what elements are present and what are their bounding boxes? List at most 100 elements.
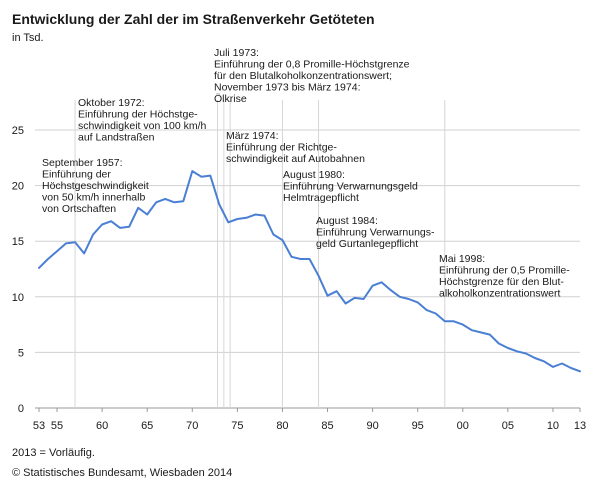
annotation-text: August 1980: Einführung Verwarnungsgeld He… (283, 169, 418, 204)
annotation-line: August 1980: (283, 169, 345, 181)
annotation-line: Einführung der 0,5 Promille- (439, 265, 570, 277)
data-point (543, 360, 545, 362)
annotation-text: Oktober 1972: Einführung der Höchstge-sch… (78, 97, 207, 144)
x-tick-label: 85 (321, 420, 333, 432)
data-point (155, 201, 157, 203)
annotation-line: Mai 1998: (439, 253, 485, 265)
data-point (110, 220, 112, 222)
data-point (327, 295, 329, 297)
data-point (182, 200, 184, 202)
data-point (471, 329, 473, 331)
data-point (363, 298, 365, 300)
data-point (561, 363, 563, 365)
x-tick-label: 00 (457, 420, 469, 432)
data-point (290, 256, 292, 258)
data-point (426, 309, 428, 311)
annotation-text: Mai 1998: Einführung der 0,5 Promille-Höc… (439, 253, 570, 300)
data-point (263, 215, 265, 217)
annotation-markers (74, 100, 446, 408)
data-point (38, 267, 40, 269)
y-tick-label: 0 (18, 403, 24, 415)
data-point (83, 252, 85, 254)
series (38, 170, 581, 373)
x-tick-label: 60 (96, 420, 108, 432)
data-point (272, 234, 274, 236)
annotation-text: September 1957: Einführung der Höchstgesch… (42, 157, 149, 215)
y-tick-label: 20 (12, 181, 24, 193)
x-axis-ticks: 53 55 60 65 70 75 80 85 90 95 00 05 10 13 (33, 408, 586, 432)
data-point (254, 214, 256, 216)
data-point (137, 207, 139, 209)
data-point (525, 353, 527, 355)
x-tick-label: 95 (412, 420, 424, 432)
data-point (65, 242, 67, 244)
chart-subtitle: in Tsd. (12, 32, 44, 44)
data-point (336, 290, 338, 292)
annotation-line: schwindigkeit von 100 km/h (78, 120, 207, 132)
data-point (534, 357, 536, 359)
x-tick-label: 70 (186, 420, 198, 432)
data-point (354, 297, 356, 299)
annotation-line: Oktober 1972: (78, 97, 145, 109)
annotation-line: September 1957: (42, 157, 123, 169)
x-tick-label: 05 (502, 420, 514, 432)
annotation-line: schwindigkeit auf Autobahnen (226, 153, 365, 165)
annotation-line: für den Blutalkoholkonzentrationswert; (214, 70, 392, 82)
data-point (299, 258, 301, 260)
annotation-text: Juli 1973: Einführung der 0,8 Promille-Hö… (214, 47, 410, 105)
annotation-line: Juli 1973: (214, 47, 259, 59)
annotation-line: März 1974: (226, 130, 279, 142)
data-point (552, 366, 554, 368)
grid (35, 129, 580, 409)
y-tick-label: 10 (12, 292, 24, 304)
annotation-line: von 50 km/h innerhalb (42, 192, 145, 204)
data-point (372, 285, 374, 287)
chart-title: Entwicklung der Zahl der im Straßenverke… (12, 11, 375, 27)
data-point (164, 198, 166, 200)
footnote: 2013 = Vorläufig. (12, 447, 95, 459)
x-tick-label: 13 (574, 420, 586, 432)
annotation-line: Höchstgeschwindigkeit (42, 180, 149, 192)
data-point (498, 343, 500, 345)
y-tick-label: 15 (12, 236, 24, 248)
y-axis-ticks: 0 5 10 15 20 25 (12, 125, 24, 415)
annotation-line: Einführung Verwarnungsgeld (283, 181, 418, 193)
data-point (128, 226, 130, 228)
annotation-text: August 1984: Einführung Verwarnungs-geld … (316, 215, 435, 250)
data-point (281, 239, 283, 241)
series-line (38, 170, 581, 373)
data-point (462, 324, 464, 326)
annotation-line: Helmtragepflicht (283, 192, 359, 204)
data-point (309, 258, 311, 260)
data-point (408, 298, 410, 300)
x-tick-label: 65 (141, 420, 153, 432)
annotation-line: Einführung der (42, 169, 111, 181)
data-point (119, 227, 121, 229)
data-point (345, 302, 347, 304)
annotation-line: von Ortschaften (42, 203, 116, 215)
x-tick-label: 75 (231, 420, 243, 432)
annotation-line: Höchstgrenze für den Blut- (439, 276, 564, 288)
data-point (146, 214, 148, 216)
data-point (480, 331, 482, 333)
data-point (245, 217, 247, 219)
data-point (417, 301, 419, 303)
data-point (444, 320, 446, 322)
data-point (101, 224, 103, 226)
data-point (56, 250, 58, 252)
annotations: September 1957: Einführung der Höchstgesch… (42, 47, 570, 300)
data-point (381, 281, 383, 283)
data-point (570, 367, 572, 369)
data-point (516, 350, 518, 352)
y-tick-label: 25 (12, 125, 24, 137)
annotation-line: Einführung Verwarnungs- (316, 227, 435, 239)
data-point (92, 234, 94, 236)
data-point (507, 347, 509, 349)
data-point (74, 241, 76, 243)
data-point (489, 334, 491, 336)
x-tick-label: 55 (51, 420, 63, 432)
data-point (191, 170, 193, 172)
data-point (390, 289, 392, 291)
y-tick-label: 5 (18, 347, 24, 359)
x-tick-label: 90 (366, 420, 378, 432)
